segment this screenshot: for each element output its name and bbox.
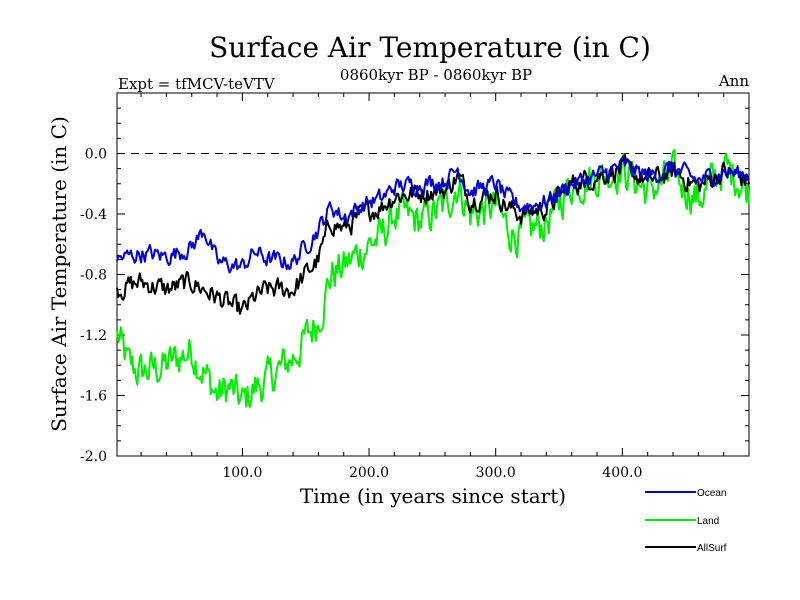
x-tick-label: 200.0 (349, 465, 389, 481)
chart-title: Surface Air Temperature (in C) (209, 31, 651, 64)
plot-frame (116, 92, 750, 457)
x-tick-label: 400.0 (602, 465, 642, 481)
chart-subtitle: 0860kyr BP - 0860kyr BP (340, 66, 532, 84)
legend-label-ocean: Ocean (697, 488, 726, 499)
x-tick-label: 300.0 (476, 465, 516, 481)
legend-label-land: Land (697, 516, 719, 527)
y-tick-label: 0.0 (85, 147, 107, 163)
y-tick-label: -0.4 (80, 207, 107, 223)
legend-label-allsurf: AllSurf (697, 543, 727, 554)
season-label: Ann (718, 72, 749, 90)
series-line-allsurf (116, 154, 750, 315)
legend: Ocean Land AllSurf (645, 488, 727, 554)
x-axis-label: Time (in years since start) (300, 484, 566, 508)
tick-labels: -2.0 -1.6 -1.2 -0.8 -0.4 0.0 100.0 200.0 300.0 40… (80, 147, 642, 482)
experiment-label: Expt = tfMCV-teVTV (118, 75, 276, 93)
y-tick-label: -1.2 (80, 328, 107, 344)
axis-ticks (117, 92, 749, 457)
series-line-land (116, 148, 750, 408)
y-tick-label: -2.0 (80, 449, 107, 465)
x-tick-label: 100.0 (222, 465, 262, 481)
y-tick-label: -1.6 (80, 389, 107, 405)
series-line-ocean (116, 157, 750, 274)
y-axis-label: Surface Air Temperature (in C) (47, 116, 71, 432)
y-tick-label: -0.8 (80, 268, 107, 284)
data-series (116, 148, 750, 408)
